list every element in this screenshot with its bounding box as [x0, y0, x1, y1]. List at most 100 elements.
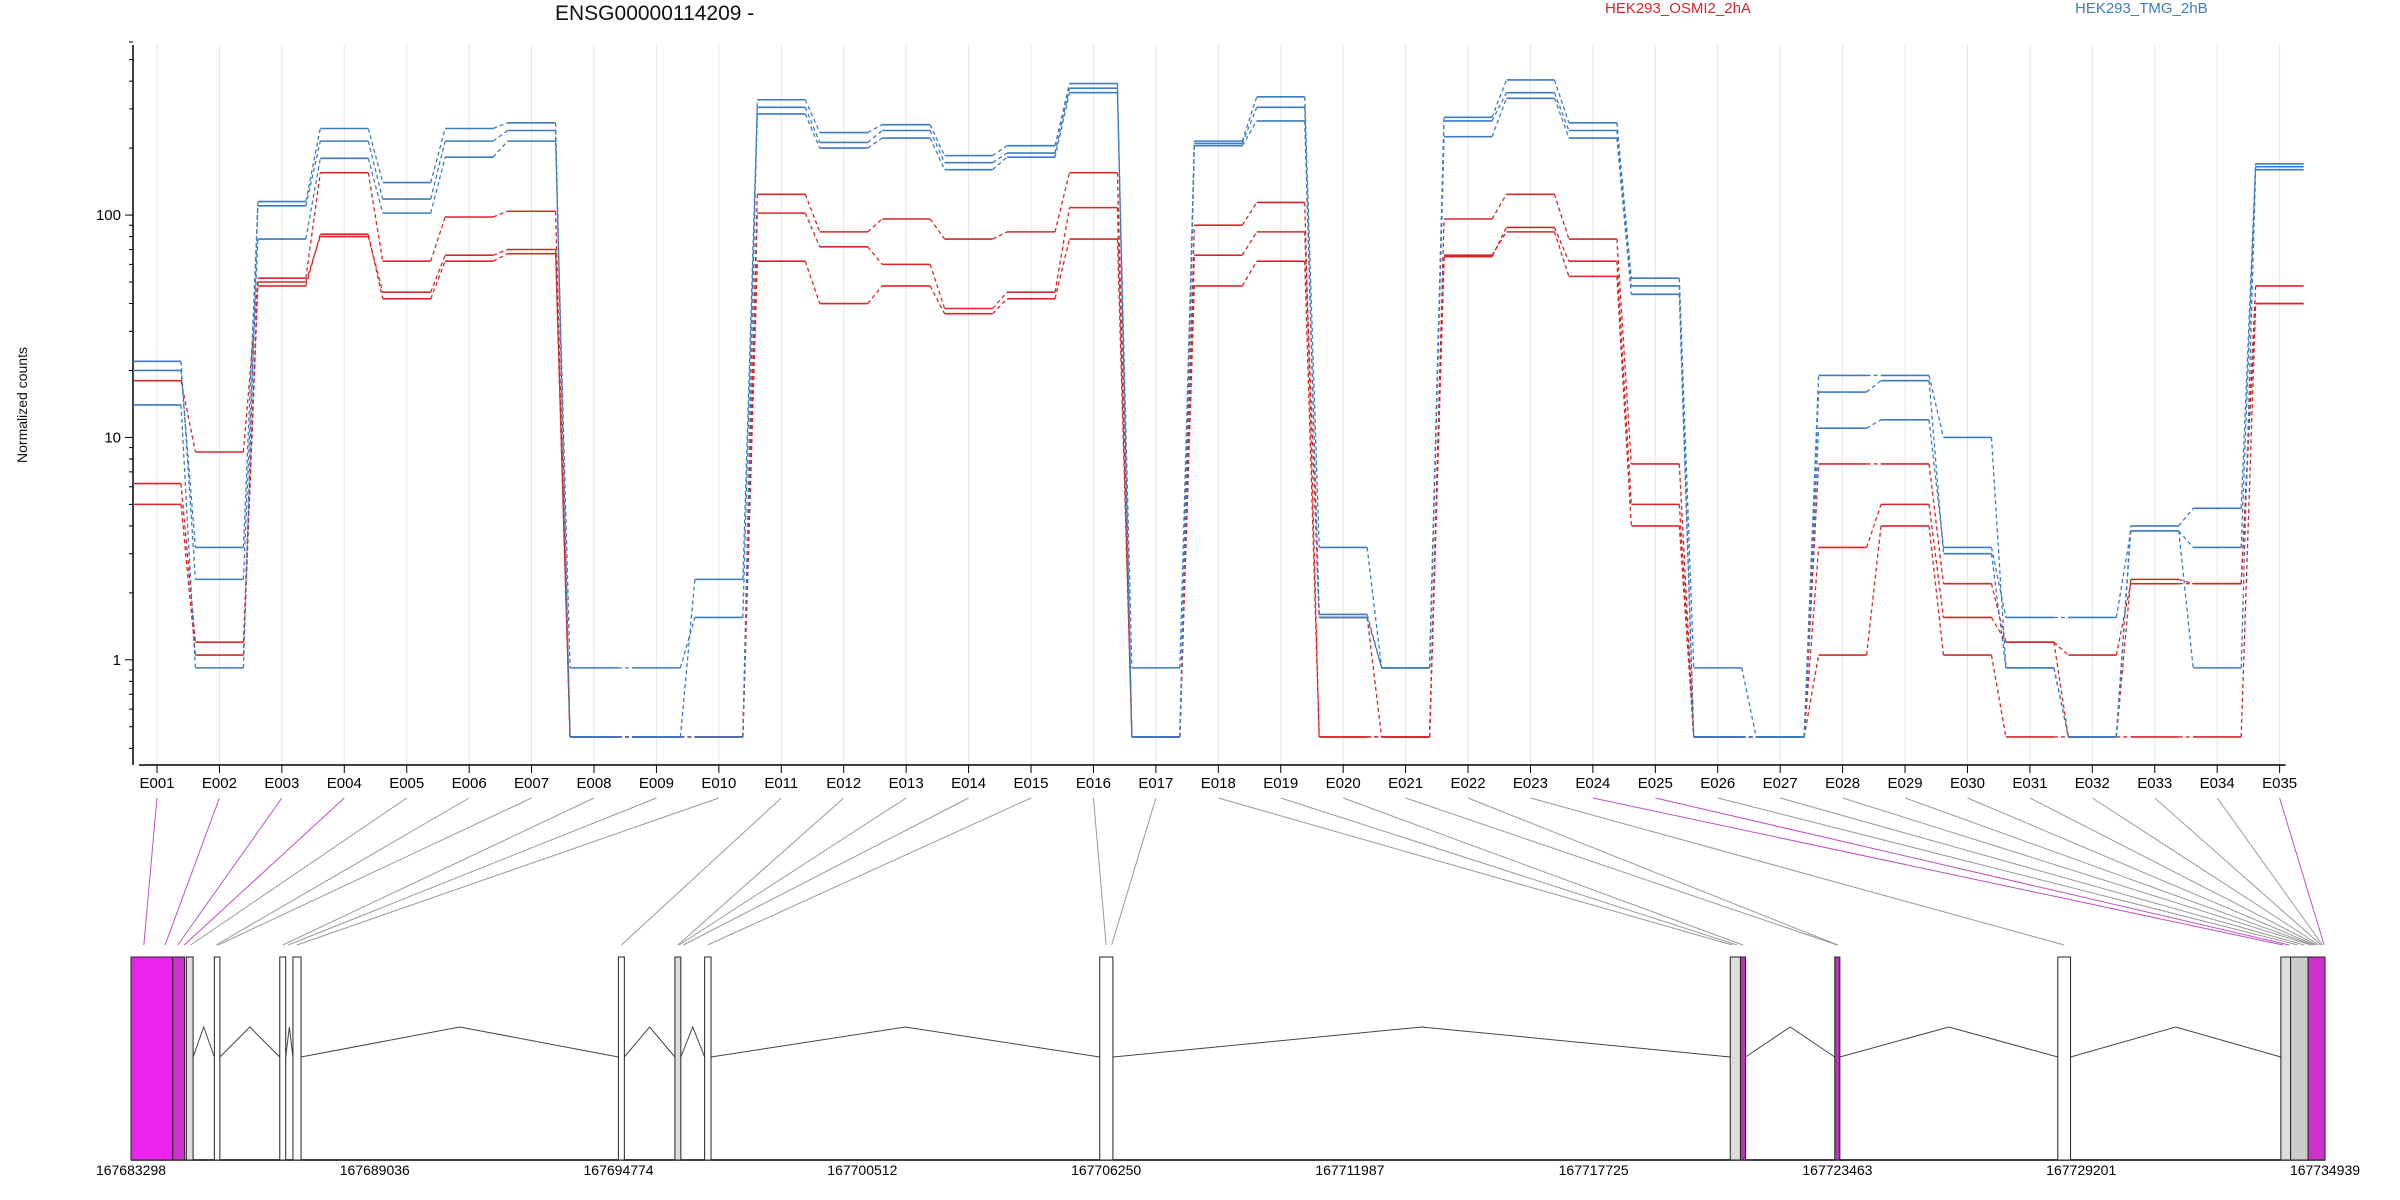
- x-tick-label: E025: [1638, 775, 1673, 792]
- intron-line: [623, 1026, 676, 1058]
- y-tick-label: 10: [104, 429, 121, 446]
- exon-connector-line: [183, 797, 345, 946]
- exon-connector-line: [143, 797, 158, 946]
- x-tick-label: E016: [1076, 775, 1111, 792]
- exon-box: [617, 956, 625, 1161]
- legend-label-text: HEK293_OSMI2_2hA: [1605, 0, 1751, 17]
- x-tick-label: E028: [1825, 775, 1860, 792]
- series-tmg-levels: [133, 87, 2304, 738]
- coordinate-tick-label: 167689036: [340, 1162, 410, 1178]
- x-tick-label: E026: [1700, 775, 1735, 792]
- x-tick-label: E006: [452, 775, 487, 792]
- exon-box: [1834, 956, 1841, 1161]
- exon-connector-line: [2029, 797, 2318, 946]
- exon-connector-line: [1655, 797, 2290, 946]
- x-tick-label: E032: [2075, 775, 2110, 792]
- x-tick-label: E027: [1763, 775, 1798, 792]
- exon-connector-line: [1342, 797, 1744, 946]
- x-tick-label: E004: [327, 775, 362, 792]
- y-tick-label: 1: [113, 652, 121, 669]
- x-tick-label: E009: [639, 775, 674, 792]
- exon-connector-line: [2279, 797, 2325, 946]
- exon-connector-line: [164, 797, 220, 946]
- legend-label-tmg: HEK293_TMG_2hB: [2075, 0, 2208, 17]
- intron-line: [192, 1025, 215, 1058]
- intron-line: [2070, 1026, 2281, 1058]
- x-tick-label: E008: [576, 775, 611, 792]
- series-tmg-connector: [180, 88, 2257, 738]
- legend-label-osmi2: HEK293_OSMI2_2hA: [1605, 0, 1751, 17]
- coordinate-tick-label: 167683298: [96, 1162, 166, 1178]
- exon-connector-line: [288, 797, 657, 946]
- exon-connector-line: [1904, 797, 2313, 946]
- coordinate-tick-label: 167700512: [827, 1162, 897, 1178]
- x-tick-label: E035: [2262, 775, 2297, 792]
- x-tick-label: E005: [389, 775, 424, 792]
- exon-connector-line: [1111, 797, 1157, 946]
- exon-connector-line: [1842, 797, 2311, 946]
- coordinate-tick-label: 167729201: [2046, 1162, 2116, 1178]
- exon-connector-line: [677, 797, 845, 946]
- x-tick-label: E020: [1326, 775, 1361, 792]
- exon-box: [2280, 956, 2292, 1161]
- exon-connector-line: [2092, 797, 2320, 946]
- exon-connector-line: [1467, 797, 1838, 946]
- x-tick-label: E034: [2200, 775, 2235, 792]
- exon-connector-line: [190, 797, 408, 946]
- x-tick-label: E029: [1888, 775, 1923, 792]
- x-tick-label: E015: [1013, 775, 1048, 792]
- x-tick-label: E033: [2137, 775, 2172, 792]
- exon-connector-line: [2154, 797, 2322, 946]
- x-tick-label: E001: [139, 775, 174, 792]
- exon-box: [279, 956, 287, 1161]
- y-axis-label: Normalized counts: [14, 347, 30, 463]
- exon-connector-line: [1967, 797, 2316, 946]
- exon-box: [1739, 956, 1747, 1161]
- exon-connector-line: [2216, 797, 2323, 946]
- x-tick-label: E017: [1138, 775, 1173, 792]
- exon-connector-line: [215, 797, 470, 946]
- y-tick-label: 100: [96, 207, 121, 224]
- exon-connector-line: [683, 797, 969, 946]
- exon-connector-line: [1280, 797, 1738, 946]
- exon-box: [2307, 956, 2326, 1161]
- x-tick-label: E003: [264, 775, 299, 792]
- exon-box: [2290, 956, 2309, 1161]
- exon-connector-line: [177, 797, 283, 946]
- exon-connector-line: [217, 797, 532, 946]
- coordinate-tick-label: 167734939: [2290, 1162, 2360, 1178]
- intron-line: [680, 1025, 706, 1058]
- exon-box: [172, 956, 186, 1161]
- exon-connector-line: [621, 797, 782, 946]
- intron-line: [285, 1026, 294, 1058]
- intron-line: [1112, 1026, 1731, 1058]
- x-tick-label: E021: [1388, 775, 1423, 792]
- exon-connector-line: [1592, 797, 2284, 946]
- x-tick-label: E023: [1513, 775, 1548, 792]
- exon-box: [2057, 956, 2072, 1161]
- chart-title: ENSG00000114209 -: [555, 2, 755, 25]
- coordinate-tick-label: 167723463: [1802, 1162, 1872, 1178]
- x-tick-label: E030: [1950, 775, 1985, 792]
- exon-box: [1729, 956, 1741, 1161]
- exon-box: [1099, 956, 1114, 1161]
- exon-connector-line: [1717, 797, 2298, 946]
- x-tick-label: E002: [202, 775, 237, 792]
- intron-line: [710, 1026, 1100, 1058]
- x-tick-label: E022: [1451, 775, 1486, 792]
- x-tick-label: E012: [826, 775, 861, 792]
- x-tick-label: E031: [2012, 775, 2047, 792]
- intron-line: [219, 1026, 281, 1058]
- x-tick-label: E011: [764, 775, 798, 792]
- exon-connector-line: [1092, 797, 1107, 946]
- exon-connector-line: [707, 797, 1032, 946]
- exon-connector-line: [1780, 797, 2305, 946]
- x-tick-label: E010: [701, 775, 736, 792]
- exon-box: [213, 956, 221, 1161]
- exon-box: [130, 956, 174, 1161]
- x-tick-label: E019: [1263, 775, 1298, 792]
- series-tmg-levels: [133, 91, 2304, 738]
- exon-box: [185, 956, 194, 1161]
- intron-line: [1839, 1026, 2058, 1058]
